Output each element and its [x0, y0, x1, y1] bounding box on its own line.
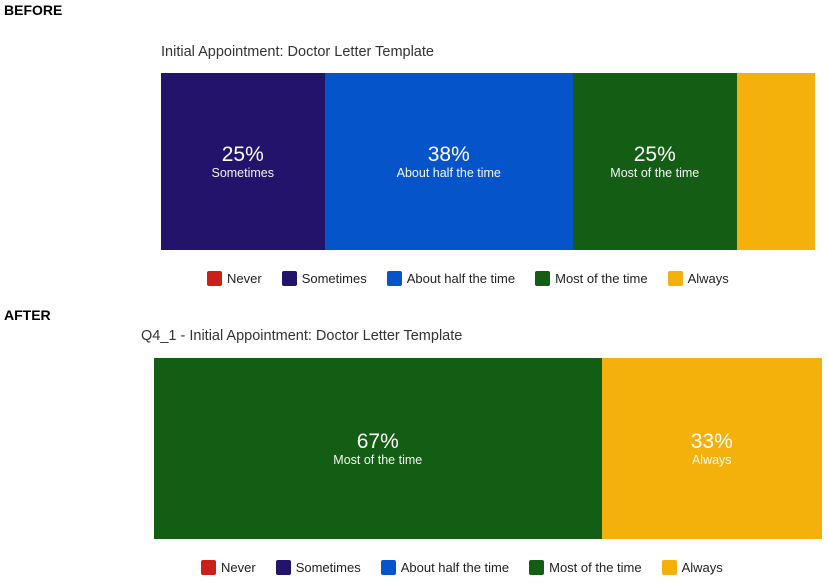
data-label-category: Most of the time — [333, 452, 423, 467]
legend-label: Never — [227, 271, 262, 286]
legend-swatch — [535, 271, 551, 286]
legend-swatch — [529, 560, 545, 575]
legend-item-most-of-the-time: Most of the time — [529, 560, 642, 575]
legend-label: Sometimes — [301, 271, 367, 286]
chart-title-after: Q4_1 - Initial Appointment: Doctor Lette… — [141, 328, 463, 344]
data-label-category: Most of the time — [610, 165, 700, 180]
legend-item-sometimes: Sometimes — [275, 560, 361, 575]
stacked-bar-before: 25% Sometimes 38% About half the time 25% Mos… — [161, 73, 815, 250]
legend-label: Always — [687, 271, 729, 286]
legend-item-never: Never — [207, 271, 262, 286]
legend-label: About half the time — [400, 560, 510, 575]
data-label-percent: 67% — [356, 429, 399, 453]
legend-item-sometimes: Sometimes — [281, 271, 367, 286]
before-label: BEFORE — [4, 2, 63, 18]
data-label-category: About half the time — [396, 165, 501, 180]
data-label-percent: 25% — [633, 142, 676, 166]
bar-segment-always: 33% Always — [601, 358, 822, 539]
legend-item-about-half-the-time: About half the time — [386, 271, 516, 286]
legend-before: Never Sometimes About half the time Most of… — [207, 271, 729, 286]
bar-segment-always — [736, 73, 815, 250]
legend-swatch — [275, 560, 291, 575]
bar-segment-sometimes: 25% Sometimes — [161, 73, 325, 250]
bar-segment-most-of-the-time: 25% Most of the time — [573, 73, 737, 250]
bar-segment-about-half-the-time: 38% About half the time — [324, 73, 574, 250]
legend-label: Never — [221, 560, 256, 575]
legend-item-about-half-the-time: About half the time — [380, 560, 510, 575]
legend-label: Most of the time — [549, 560, 642, 575]
legend-swatch — [201, 560, 216, 575]
stacked-bar-after: 67% Most of the time 33% Always — [154, 358, 822, 539]
data-label-percent: 25% — [221, 142, 264, 166]
legend-label: Always — [681, 560, 723, 575]
legend-item-most-of-the-time: Most of the time — [535, 271, 648, 286]
data-label-category: Always — [691, 452, 732, 467]
legend-label: Most of the time — [555, 271, 648, 286]
legend-swatch — [207, 271, 222, 286]
bar-segment-most-of-the-time: 67% Most of the time — [154, 358, 602, 539]
legend-label: Sometimes — [295, 560, 361, 575]
legend-swatch — [281, 271, 297, 286]
legend-item-always: Always — [667, 271, 729, 286]
legend-swatch — [667, 271, 683, 286]
data-label-percent: 33% — [690, 429, 733, 453]
legend-label: About half the time — [406, 271, 516, 286]
legend-swatch — [380, 560, 396, 575]
data-label-category: Sometimes — [211, 165, 275, 180]
chart-title-before: Initial Appointment: Doctor Letter Templ… — [161, 44, 434, 60]
legend-swatch — [661, 560, 677, 575]
legend-after: Never Sometimes About half the time Most of… — [201, 560, 723, 575]
legend-item-never: Never — [201, 560, 256, 575]
data-label-percent: 38% — [427, 142, 470, 166]
after-label: AFTER — [4, 307, 51, 323]
legend-swatch — [386, 271, 402, 286]
legend-item-always: Always — [661, 560, 723, 575]
